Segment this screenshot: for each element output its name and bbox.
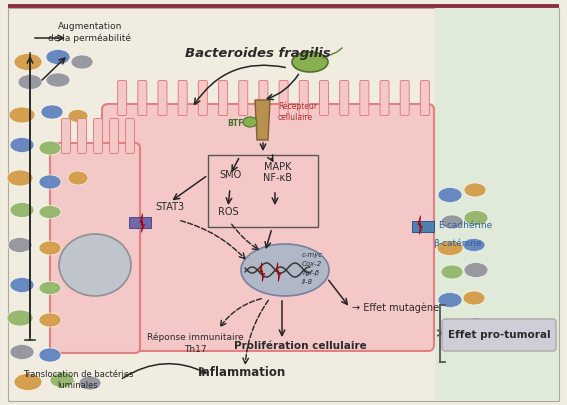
Ellipse shape	[441, 321, 463, 335]
Text: Augmentation
de la perméabilité: Augmentation de la perméabilité	[49, 22, 132, 43]
Text: → Effet mutagène: → Effet mutagène	[352, 303, 439, 313]
Ellipse shape	[438, 188, 462, 202]
FancyBboxPatch shape	[102, 104, 434, 351]
FancyBboxPatch shape	[78, 119, 87, 153]
Ellipse shape	[39, 205, 61, 219]
FancyBboxPatch shape	[239, 81, 248, 115]
Ellipse shape	[292, 52, 328, 72]
Text: Récepteur
cellulaire: Récepteur cellulaire	[278, 102, 317, 122]
Ellipse shape	[79, 376, 101, 390]
FancyBboxPatch shape	[61, 119, 70, 153]
FancyBboxPatch shape	[129, 217, 151, 228]
Ellipse shape	[10, 345, 34, 360]
FancyBboxPatch shape	[117, 81, 126, 115]
Ellipse shape	[437, 241, 463, 256]
Ellipse shape	[18, 75, 42, 90]
Ellipse shape	[463, 291, 485, 305]
Ellipse shape	[39, 281, 61, 294]
Ellipse shape	[14, 53, 42, 70]
Ellipse shape	[241, 244, 329, 296]
Ellipse shape	[463, 239, 485, 252]
Text: Il-8: Il-8	[302, 279, 313, 285]
Ellipse shape	[464, 262, 488, 277]
Ellipse shape	[39, 348, 61, 362]
Text: β-caténine: β-caténine	[433, 238, 481, 248]
Text: Tgf-β: Tgf-β	[302, 270, 320, 276]
Bar	[435, 8, 559, 401]
Ellipse shape	[46, 73, 70, 87]
Ellipse shape	[464, 211, 488, 226]
Ellipse shape	[7, 170, 33, 186]
Text: BTF: BTF	[227, 119, 244, 128]
Text: ROS: ROS	[218, 207, 238, 217]
FancyBboxPatch shape	[198, 81, 208, 115]
Text: Prolifération cellulaire: Prolifération cellulaire	[234, 341, 366, 351]
FancyBboxPatch shape	[50, 143, 140, 353]
Ellipse shape	[39, 241, 61, 255]
FancyBboxPatch shape	[279, 81, 288, 115]
FancyBboxPatch shape	[125, 119, 134, 153]
Text: c-myc: c-myc	[302, 252, 323, 258]
FancyBboxPatch shape	[94, 119, 103, 153]
Ellipse shape	[41, 105, 63, 119]
Bar	[208, 155, 318, 227]
Ellipse shape	[441, 265, 463, 279]
FancyBboxPatch shape	[400, 81, 409, 115]
Ellipse shape	[10, 138, 34, 153]
Ellipse shape	[39, 175, 61, 189]
FancyBboxPatch shape	[420, 81, 429, 115]
FancyBboxPatch shape	[109, 119, 119, 153]
FancyBboxPatch shape	[442, 319, 556, 351]
FancyBboxPatch shape	[412, 221, 434, 232]
Ellipse shape	[68, 171, 88, 185]
Ellipse shape	[9, 107, 35, 123]
FancyBboxPatch shape	[360, 81, 369, 115]
FancyBboxPatch shape	[259, 81, 268, 115]
Polygon shape	[140, 213, 145, 232]
Polygon shape	[276, 262, 281, 281]
Ellipse shape	[464, 183, 486, 197]
Text: MAPK: MAPK	[264, 162, 292, 172]
Text: Réponse immunitaire
Th17: Réponse immunitaire Th17	[147, 333, 243, 354]
Text: STAT3: STAT3	[155, 202, 185, 212]
FancyBboxPatch shape	[319, 81, 328, 115]
FancyBboxPatch shape	[299, 81, 308, 115]
Ellipse shape	[68, 109, 88, 122]
FancyBboxPatch shape	[158, 81, 167, 115]
Ellipse shape	[441, 215, 463, 229]
Ellipse shape	[71, 55, 93, 69]
Text: Inflammation: Inflammation	[198, 367, 286, 379]
Ellipse shape	[10, 202, 34, 217]
Ellipse shape	[50, 373, 74, 388]
Text: NF-κB: NF-κB	[264, 173, 293, 183]
Ellipse shape	[438, 292, 462, 307]
Ellipse shape	[59, 234, 131, 296]
Text: Effet pro-tumoral: Effet pro-tumoral	[448, 330, 551, 340]
Ellipse shape	[10, 277, 34, 292]
Polygon shape	[418, 215, 422, 234]
Polygon shape	[255, 100, 270, 140]
Polygon shape	[260, 262, 265, 281]
Text: Bacteroides fragilis: Bacteroides fragilis	[185, 47, 331, 60]
FancyBboxPatch shape	[380, 81, 389, 115]
Ellipse shape	[39, 141, 61, 155]
FancyBboxPatch shape	[178, 81, 187, 115]
Ellipse shape	[243, 117, 257, 127]
FancyBboxPatch shape	[218, 81, 227, 115]
Text: SMO: SMO	[219, 170, 241, 180]
Ellipse shape	[14, 373, 42, 390]
Text: Cox-2: Cox-2	[302, 261, 322, 267]
Ellipse shape	[463, 318, 487, 333]
Text: E-cadhérine: E-cadhérine	[438, 220, 492, 230]
FancyBboxPatch shape	[340, 81, 349, 115]
FancyBboxPatch shape	[138, 81, 147, 115]
Ellipse shape	[39, 313, 61, 327]
Ellipse shape	[7, 310, 33, 326]
Ellipse shape	[8, 237, 32, 252]
Text: Translocation de bactéries
luminales: Translocation de bactéries luminales	[23, 370, 133, 390]
Ellipse shape	[46, 49, 70, 64]
